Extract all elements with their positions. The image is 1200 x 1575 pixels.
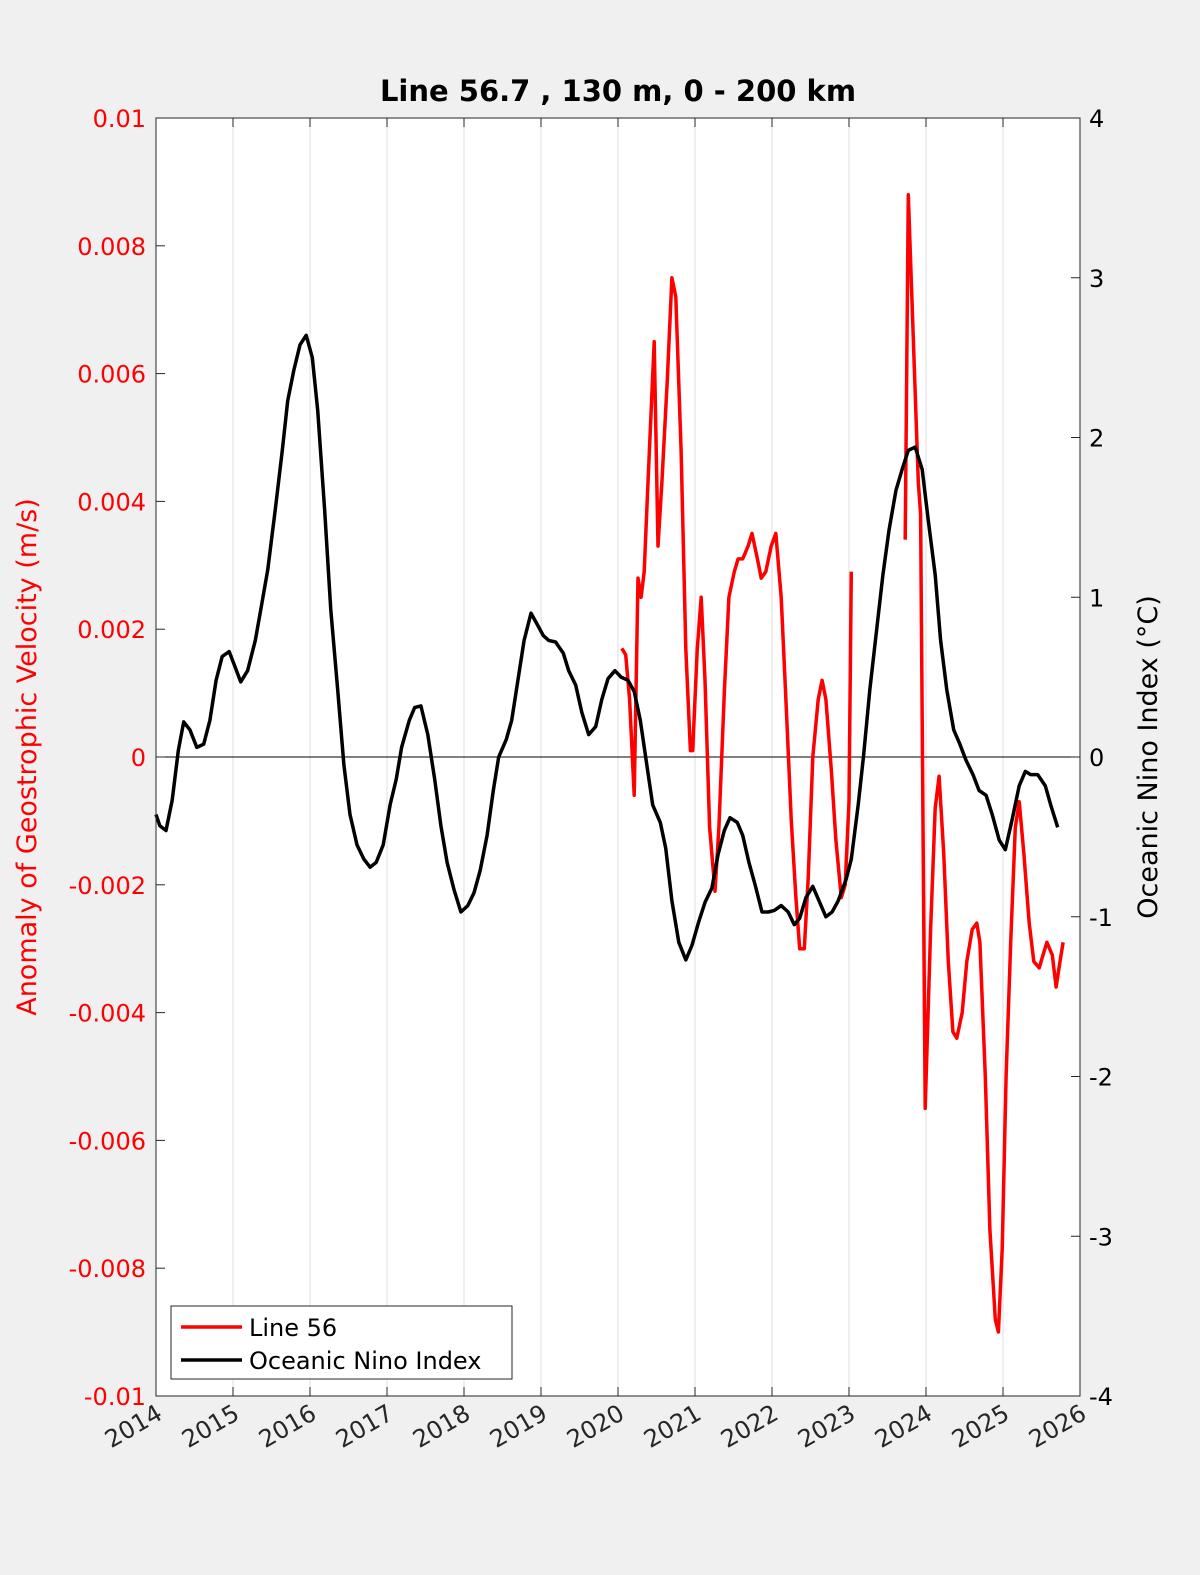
legend: Line 56 Oceanic Nino Index	[170, 1305, 513, 1380]
x-tick-label: 2015	[177, 1399, 244, 1454]
legend-label-line56: Line 56	[249, 1314, 337, 1342]
left-y-tick-label: -0.004	[69, 1000, 146, 1028]
right-y-axis-label: Oceanic Nino Index (°C)	[1133, 595, 1164, 919]
x-tick-label: 2020	[562, 1399, 629, 1454]
left-y-tick-label: -0.002	[69, 872, 146, 900]
series-group	[154, 192, 1065, 1334]
left-y-tick-label: -0.008	[69, 1255, 146, 1283]
x-tick-label: 2024	[870, 1399, 937, 1454]
x-tick-label: 2017	[331, 1399, 398, 1454]
right-y-tick-label: 1	[1089, 584, 1104, 612]
line56-series-line	[620, 192, 1065, 1334]
left-y-tick-label: 0	[131, 744, 146, 772]
right-y-tick-label: -1	[1089, 904, 1113, 932]
x-tick-label: 2026	[1024, 1399, 1091, 1454]
x-tick-label: 2016	[254, 1399, 321, 1454]
legend-box	[170, 1305, 513, 1380]
x-tick-label: 2019	[485, 1399, 552, 1454]
right-y-tick-label: 3	[1089, 265, 1104, 293]
left-y-axis: 0.01 0.008 0.006 0.004 0.002 0 -0.002 -0.004 -0.…	[69, 105, 165, 1411]
left-y-tick-label: 0.008	[77, 233, 146, 261]
right-y-tick-label: 0	[1089, 744, 1104, 772]
right-y-axis: 4 3 2 1 0 -1 -2 -3 -4	[1071, 105, 1113, 1411]
left-y-tick-label: 0.01	[93, 105, 146, 133]
left-y-tick-label: -0.01	[84, 1383, 146, 1411]
x-tick-label: 2021	[639, 1399, 706, 1454]
left-y-axis-label: Anomaly of Geostrophic Velocity (m/s)	[12, 498, 43, 1016]
left-y-tick-label: 0.004	[77, 488, 146, 516]
x-tick-label: 2025	[947, 1399, 1014, 1454]
right-y-tick-label: -2	[1089, 1064, 1113, 1092]
x-tick-label: 2023	[793, 1399, 860, 1454]
right-y-tick-label: -3	[1089, 1223, 1113, 1251]
x-tick-label: 2018	[408, 1399, 475, 1454]
left-y-tick-label: -0.006	[69, 1127, 146, 1155]
oni-series-line	[154, 333, 1060, 962]
right-y-tick-label: -4	[1089, 1383, 1113, 1411]
x-tick-label: 2022	[716, 1399, 783, 1454]
right-y-tick-label: 2	[1089, 425, 1104, 453]
left-y-tick-label: 0.006	[77, 361, 146, 389]
chart-title: Line 56.7 , 130 m, 0 - 200 km	[380, 74, 856, 108]
legend-label-oni: Oceanic Nino Index	[249, 1347, 481, 1375]
left-y-tick-label: 0.002	[77, 616, 146, 644]
right-y-tick-label: 4	[1089, 105, 1104, 133]
